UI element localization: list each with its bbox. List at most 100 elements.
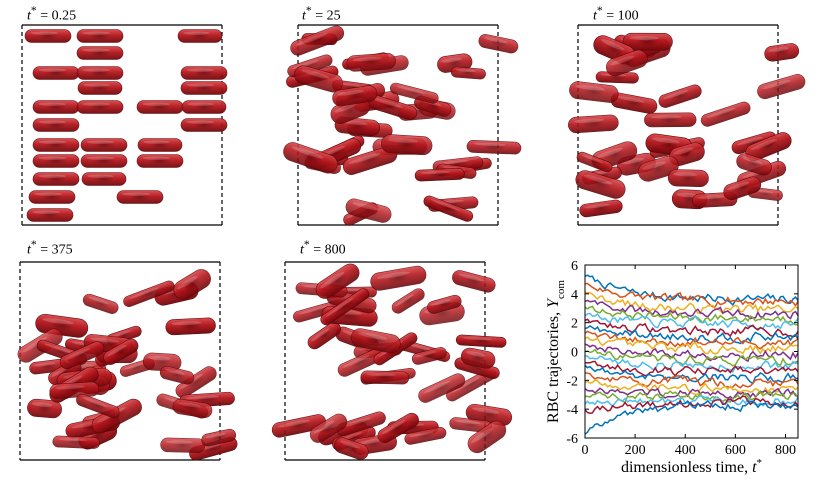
trajectory-line [584,399,799,435]
red-blood-cell [576,151,613,173]
red-blood-cell [180,118,228,132]
y-tick-label: 0 [571,346,578,361]
trajectory-line [584,395,799,408]
trajectory-line [584,324,799,345]
red-blood-cell [32,118,80,132]
red-blood-cell [411,347,447,365]
red-blood-cell [332,85,378,107]
snapshot-t800 [271,261,513,461]
red-blood-cell [449,417,493,433]
red-blood-cell [757,74,806,100]
red-blood-cell [294,65,343,93]
red-blood-cell [330,96,370,124]
red-blood-cell [460,347,496,369]
trajectory-line [584,387,799,400]
red-blood-cell [320,288,370,326]
red-blood-cell [32,154,80,168]
red-blood-cell [49,381,100,399]
y-axis-label: RBC trajectories, Ycom [545,280,567,423]
tick-layer: 0 200 400 600 800 -6 -4 -2 0 2 4 6 [566,259,798,458]
red-blood-cell [103,338,139,365]
red-blood-cell [579,199,623,218]
red-blood-cell [76,393,120,418]
red-blood-cell [391,288,425,314]
snapshot-t025 [21,24,228,226]
red-blood-cell [334,437,369,460]
snapshot-t100 [568,24,806,226]
red-blood-cell [315,263,360,299]
red-blood-cell [644,112,697,128]
red-blood-cell [478,34,519,54]
red-blood-cell [165,317,216,336]
snapshot-t375 [17,261,238,461]
red-blood-cell [605,49,648,77]
red-blood-cell [82,293,119,314]
red-blood-cell [173,269,211,300]
red-blood-cell [181,100,227,114]
red-blood-cell [745,132,792,162]
red-blood-cell [575,170,626,199]
red-blood-cell [337,348,384,377]
trajectory-line [584,305,799,326]
trajectory-line [584,360,799,377]
red-blood-cell [342,146,398,175]
red-blood-cell [283,142,338,174]
red-blood-cell [455,334,507,348]
red-blood-cell [77,81,123,95]
red-blood-cell [764,43,800,62]
series-layer [584,274,799,435]
red-blood-cell [32,100,80,114]
red-blood-cell [52,435,100,449]
red-blood-cell [450,66,486,80]
y-tick-label: 2 [571,317,578,332]
red-blood-cell [116,190,164,204]
red-blood-cell [32,66,80,80]
red-blood-cell [136,154,184,168]
panel-label-t375: t* = 375 [27,238,73,258]
trajectory-line [584,354,799,373]
x-tick-label: 400 [675,443,696,458]
trajectory-line [584,364,799,385]
red-blood-cell [723,176,762,201]
panel-label-t800: t* = 800 [300,238,346,258]
red-blood-cell [28,190,76,204]
trajectory-line [584,372,799,389]
panel-label-t25: t* = 25 [302,4,341,24]
trajectory-line [584,291,799,315]
y-tick-label: -4 [566,403,578,418]
red-blood-cell [307,321,341,350]
red-blood-cell [658,84,702,108]
red-blood-cell [290,25,345,56]
trajectory-line [584,343,799,363]
trajectory-line [584,348,799,367]
red-blood-cell [568,114,619,134]
red-blood-cell [377,412,419,443]
red-blood-cell [350,328,401,354]
red-blood-cell [467,420,507,454]
red-blood-cell [76,66,124,80]
x-tick-label: 800 [775,443,796,458]
panel-label-t025: t* = 0.25 [27,4,77,24]
red-blood-cell [667,169,709,187]
x-tick-label: 200 [625,443,646,458]
red-blood-cell [137,138,183,152]
red-blood-cell [80,154,128,168]
red-blood-cell [160,437,206,453]
y-tick-label: 6 [571,259,578,274]
red-blood-cell [59,341,105,370]
red-blood-cell [345,198,392,223]
red-blood-cell [370,265,427,291]
red-blood-cell [309,413,348,443]
trajectory-line [584,395,799,415]
red-blood-cell [80,138,128,152]
red-blood-cell [172,398,213,419]
red-blood-cell [418,373,466,403]
red-blood-cell [136,100,184,114]
red-blood-cell [414,168,465,182]
red-blood-cell [201,428,237,447]
y-tick-label: -6 [566,432,578,447]
red-blood-cell [32,138,80,152]
red-blood-cell [346,53,396,72]
red-blood-cell [76,100,124,114]
